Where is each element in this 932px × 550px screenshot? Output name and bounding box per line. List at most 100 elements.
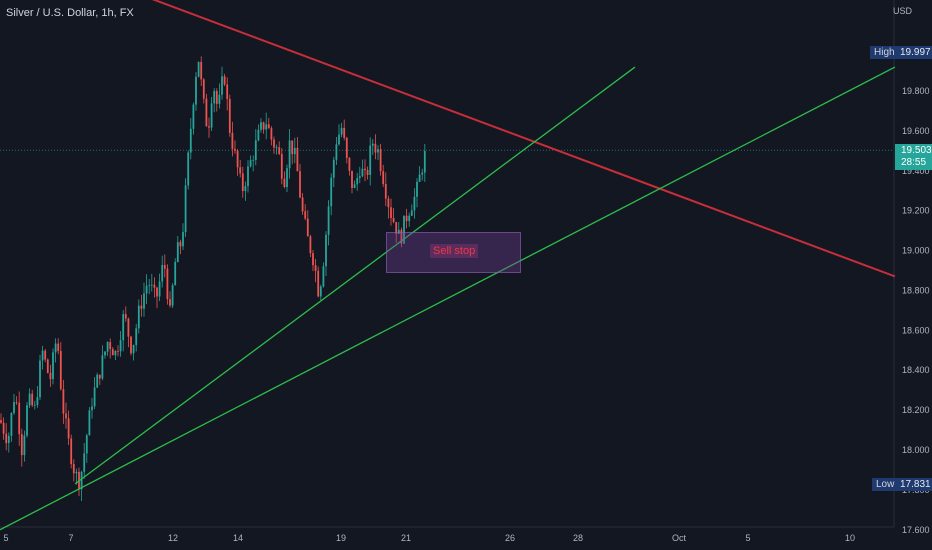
candle-body xyxy=(306,218,309,237)
last-price-badge: 19.503 28:55 xyxy=(895,144,932,170)
candle-body xyxy=(358,176,361,179)
candle-body xyxy=(296,147,299,172)
candle-body xyxy=(2,422,5,434)
candle-body xyxy=(70,438,73,465)
candle-body xyxy=(179,242,182,247)
candle-body xyxy=(291,140,294,155)
candle-body xyxy=(28,393,31,406)
sell-stop-zone[interactable] xyxy=(386,232,521,273)
candle-body xyxy=(202,79,205,99)
candle-body xyxy=(218,94,221,104)
candle-body xyxy=(184,185,187,233)
candle-body xyxy=(408,215,411,222)
x-tick-label: 21 xyxy=(401,533,411,543)
candle-body xyxy=(174,262,177,286)
y-tick-label: 18.800 xyxy=(902,285,930,295)
candle-body xyxy=(130,336,132,354)
candle-body xyxy=(150,284,153,286)
candle-body xyxy=(39,360,41,398)
candle-body xyxy=(400,229,403,244)
y-tick-label: 19.000 xyxy=(902,246,930,256)
candle-body xyxy=(335,144,338,160)
low-value: 17.831 xyxy=(897,478,932,491)
candle-body xyxy=(356,178,359,185)
candle-body xyxy=(416,181,418,197)
candle-body xyxy=(7,435,10,444)
candle-body xyxy=(117,350,119,352)
candle-body xyxy=(348,157,351,171)
trend-line-1 xyxy=(151,0,896,278)
candle-body xyxy=(208,126,210,128)
candle-body xyxy=(338,134,340,145)
candle-body xyxy=(405,215,408,222)
last-price-value: 19.503 xyxy=(901,145,932,156)
candle-body xyxy=(49,372,52,380)
candle-body xyxy=(410,210,413,216)
candle-body xyxy=(395,222,398,234)
candle-body xyxy=(239,167,242,174)
candle-body xyxy=(267,124,270,129)
candle-body xyxy=(36,397,39,405)
candle-body xyxy=(72,464,75,474)
trend-line-2 xyxy=(74,66,636,485)
candle-body xyxy=(299,171,301,198)
candle-body xyxy=(106,342,109,352)
y-tick-label: 18.200 xyxy=(902,405,930,415)
candle-body xyxy=(390,207,392,218)
candle-body xyxy=(124,314,127,319)
candle-body xyxy=(132,345,135,354)
candle-body xyxy=(364,168,366,171)
candle-body xyxy=(91,406,93,411)
candle-body xyxy=(330,177,333,207)
candle-body xyxy=(249,160,252,167)
candle-body xyxy=(93,387,96,407)
candle-body xyxy=(213,90,216,104)
candle-body xyxy=(273,139,275,148)
candle-body xyxy=(325,234,327,267)
candle-body xyxy=(153,284,156,288)
candle-body xyxy=(15,402,18,403)
high-value: 19.997 xyxy=(897,46,932,59)
candle-body xyxy=(340,127,343,135)
candle-body xyxy=(59,351,62,390)
candle-body xyxy=(283,178,286,187)
x-tick-label: 5 xyxy=(745,533,750,543)
candle-body xyxy=(288,140,291,169)
candle-body xyxy=(41,350,44,361)
currency-label: USD xyxy=(893,6,913,16)
candle-body xyxy=(353,184,356,188)
y-tick-label: 19.600 xyxy=(902,126,930,136)
candle-body xyxy=(23,435,26,456)
candle-body xyxy=(384,184,387,199)
candle-body xyxy=(114,350,117,356)
candle-body xyxy=(46,359,49,373)
candle-body xyxy=(312,253,314,266)
candle-body xyxy=(109,342,112,349)
candle-body xyxy=(0,420,2,423)
low-label: Low xyxy=(872,478,899,491)
x-tick-label: 26 xyxy=(505,533,515,543)
candle-body xyxy=(13,402,15,413)
candle-body xyxy=(166,268,169,300)
candle-body xyxy=(80,471,83,490)
candle-body xyxy=(260,122,262,130)
candle-body xyxy=(215,90,218,104)
candle-body xyxy=(247,166,249,187)
candle-body xyxy=(5,433,8,444)
candle-body xyxy=(223,76,226,85)
candle-body xyxy=(319,286,322,297)
candle-body xyxy=(265,124,268,130)
candle-body xyxy=(101,355,104,379)
candle-body xyxy=(192,104,195,129)
candle-body xyxy=(187,152,190,186)
y-tick-label: 17.600 xyxy=(902,525,930,535)
candle-body xyxy=(332,159,335,178)
candle-body xyxy=(85,435,88,454)
candle-body xyxy=(280,153,283,179)
candle-body xyxy=(403,215,405,244)
candle-body xyxy=(309,236,312,254)
y-tick-label: 18.600 xyxy=(902,325,930,335)
candle-body xyxy=(371,143,374,146)
candle-body xyxy=(96,374,99,388)
